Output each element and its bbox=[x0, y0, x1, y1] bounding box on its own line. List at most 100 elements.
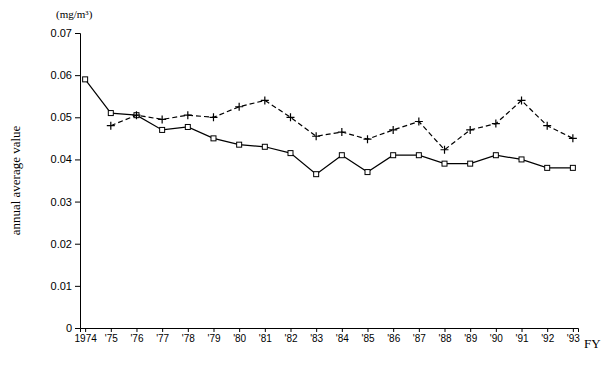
x-tick: '92 bbox=[541, 328, 554, 344]
marker bbox=[338, 128, 346, 136]
marker bbox=[286, 113, 294, 121]
x-tick: '90 bbox=[490, 328, 503, 344]
marker bbox=[545, 165, 550, 170]
y-tick-label: 0.02 bbox=[51, 238, 72, 250]
x-tick-label: '89 bbox=[464, 333, 477, 344]
y-tick: 0.04 bbox=[51, 153, 80, 165]
marker bbox=[415, 118, 423, 126]
x-tick-mark bbox=[368, 328, 369, 332]
x-tick: '84 bbox=[336, 328, 349, 344]
marker bbox=[339, 153, 344, 158]
marker bbox=[262, 144, 267, 149]
x-tick: '76 bbox=[130, 328, 143, 344]
x-tick: '78 bbox=[182, 328, 195, 344]
marker bbox=[312, 132, 320, 140]
x-tick-mark bbox=[136, 328, 137, 332]
x-tick-mark bbox=[239, 328, 240, 332]
y-tick-mark bbox=[75, 202, 80, 203]
y-tick-mark bbox=[75, 117, 80, 118]
x-tick-mark bbox=[393, 328, 394, 332]
y-axis-line bbox=[75, 34, 81, 329]
marker bbox=[211, 136, 216, 141]
x-tick-mark bbox=[496, 328, 497, 332]
x-axis-line bbox=[81, 329, 579, 333]
x-tick-mark bbox=[547, 328, 548, 332]
y-tick: 0.02 bbox=[51, 238, 80, 250]
y-tick-mark bbox=[75, 75, 80, 76]
x-tick: '83 bbox=[310, 328, 323, 344]
x-tick-mark bbox=[419, 328, 420, 332]
x-tick-label: '84 bbox=[336, 333, 349, 344]
x-tick-label: '78 bbox=[182, 333, 195, 344]
y-tick: 0.05 bbox=[51, 111, 80, 123]
x-tick: '93 bbox=[567, 328, 580, 344]
marker bbox=[184, 111, 192, 119]
y-tick-label: 0.07 bbox=[51, 27, 72, 39]
y-tick-mark bbox=[75, 33, 80, 34]
marker bbox=[543, 122, 551, 130]
x-tick-mark bbox=[573, 328, 574, 332]
series-line bbox=[111, 100, 573, 149]
marker bbox=[569, 134, 577, 142]
x-tick: '88 bbox=[438, 328, 451, 344]
y-tick-label: 0.04 bbox=[51, 153, 72, 165]
x-tick-label: '92 bbox=[541, 333, 554, 344]
x-tick: '81 bbox=[259, 328, 272, 344]
x-tick-mark bbox=[470, 328, 471, 332]
y-tick-mark bbox=[75, 328, 80, 329]
marker bbox=[468, 161, 473, 166]
x-tick-mark bbox=[213, 328, 214, 332]
x-tick-label: '81 bbox=[259, 333, 272, 344]
x-tick: '87 bbox=[413, 328, 426, 344]
marker bbox=[108, 111, 113, 116]
x-tick-mark bbox=[85, 328, 86, 332]
x-tick-mark bbox=[522, 328, 523, 332]
x-tick-label: '83 bbox=[310, 333, 323, 344]
x-tick-mark bbox=[111, 328, 112, 332]
x-tick-label: '77 bbox=[156, 333, 169, 344]
x-tick-mark bbox=[290, 328, 291, 332]
x-tick-mark bbox=[265, 328, 266, 332]
marker bbox=[288, 151, 293, 156]
marker bbox=[416, 153, 421, 158]
plot-area bbox=[83, 77, 577, 177]
y-tick-label: 0.06 bbox=[51, 69, 72, 81]
x-tick-label: '80 bbox=[233, 333, 246, 344]
marker bbox=[466, 126, 474, 134]
x-tick: '79 bbox=[207, 328, 220, 344]
marker bbox=[365, 170, 370, 175]
marker bbox=[158, 115, 166, 123]
x-tick-label: '93 bbox=[567, 333, 580, 344]
marker bbox=[570, 165, 575, 170]
x-tick-label: '86 bbox=[387, 333, 400, 344]
marker bbox=[132, 111, 140, 119]
marker bbox=[185, 124, 190, 129]
x-tick-label: '87 bbox=[413, 333, 426, 344]
x-tick: '77 bbox=[156, 328, 169, 344]
unit-label: (mg/m³) bbox=[56, 8, 93, 21]
y-tick-label: 0.01 bbox=[51, 280, 72, 292]
marker bbox=[389, 126, 397, 134]
x-tick: '85 bbox=[361, 328, 374, 344]
x-tick: '82 bbox=[284, 328, 297, 344]
marker bbox=[160, 127, 165, 132]
series-markers bbox=[83, 77, 576, 177]
y-tick-label: 0 bbox=[66, 322, 72, 334]
x-tick: '89 bbox=[464, 328, 477, 344]
x-tick-label: '91 bbox=[516, 333, 529, 344]
y-tick-label: 0.03 bbox=[51, 196, 72, 208]
marker bbox=[237, 142, 242, 147]
x-tick-label: 1974 bbox=[75, 333, 98, 344]
x-tick-mark bbox=[316, 328, 317, 332]
x-tick: 1974 bbox=[75, 328, 98, 344]
x-tick: '80 bbox=[233, 328, 246, 344]
series-markers bbox=[107, 96, 577, 153]
x-tick-mark bbox=[162, 328, 163, 332]
marker bbox=[235, 103, 243, 111]
marker bbox=[107, 122, 115, 130]
marker bbox=[442, 161, 447, 166]
y-axis-title: annual average value bbox=[8, 125, 23, 235]
x-tick-label: '82 bbox=[284, 333, 297, 344]
x-tick: '86 bbox=[387, 328, 400, 344]
x-tick-mark bbox=[188, 328, 189, 332]
